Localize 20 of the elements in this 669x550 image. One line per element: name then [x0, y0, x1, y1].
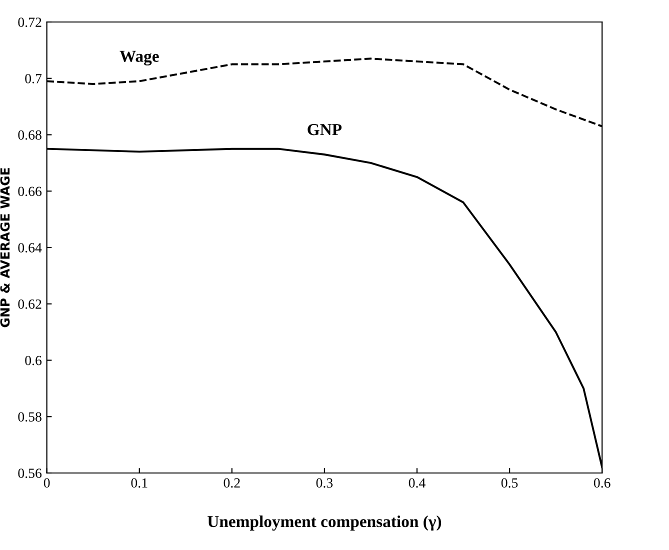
y-tick-label: 0.72	[18, 18, 42, 28]
x-tick-label: 0.1	[131, 478, 148, 488]
y-tick-label: 0.58	[18, 412, 42, 422]
y-tick-label: 0.64	[18, 243, 42, 253]
y-tick-label: 0.56	[18, 468, 42, 478]
series-label: Wage	[120, 50, 159, 66]
x-tick-label: 0.5	[501, 478, 518, 488]
y-tick-label: 0.6	[25, 356, 42, 366]
x-tick-label: 0.3	[316, 478, 333, 488]
x-tick-label: 0.4	[408, 478, 426, 488]
y-tick-label: 0.68	[18, 130, 42, 140]
y-tick-label: 0.62	[18, 299, 42, 309]
x-tick-label: 0.2	[224, 478, 240, 488]
y-axis-title: GNP & AVERAGE WAGE	[0, 168, 10, 328]
y-tick-label: 0.66	[18, 186, 42, 196]
x-tick-label: 0	[44, 478, 50, 488]
y-tick-label: 0.7	[25, 74, 42, 84]
x-tick-label: 0.6	[594, 478, 610, 488]
x-axis-title: Unemployment compensation (γ)	[208, 515, 442, 531]
series-label: GNP	[308, 124, 342, 136]
